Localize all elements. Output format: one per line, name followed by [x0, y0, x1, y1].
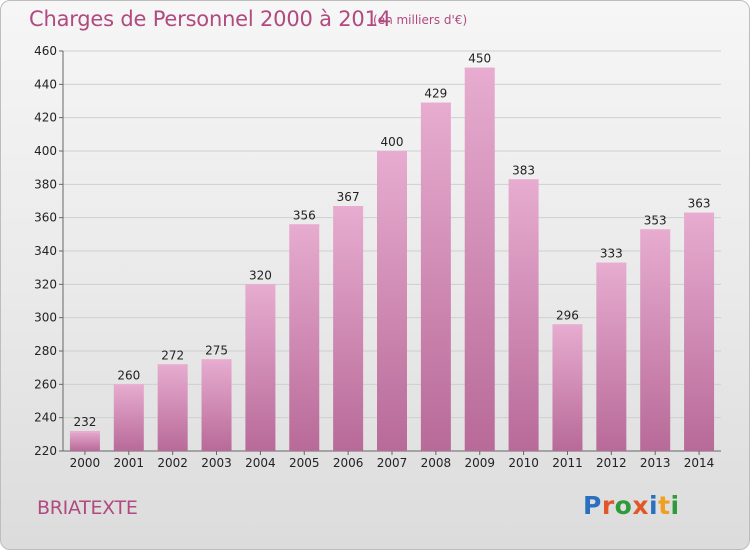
logo-letter: i: [670, 491, 680, 520]
bar-top-highlight: [640, 229, 671, 232]
data-label: 320: [249, 268, 272, 282]
x-tick-label: 2008: [421, 456, 452, 470]
bar-top-highlight: [684, 212, 715, 215]
x-tick-label: 2011: [552, 456, 583, 470]
y-tick-label: 340: [34, 244, 57, 258]
bar: [245, 284, 276, 451]
data-label: 232: [73, 415, 96, 429]
data-label: 353: [644, 213, 667, 227]
bar-top-highlight: [245, 284, 276, 287]
bar: [157, 364, 188, 451]
y-tick-label: 460: [34, 44, 57, 58]
data-label: 275: [205, 343, 228, 357]
bar: [464, 67, 495, 452]
bar-top-highlight: [113, 384, 144, 387]
data-label: 363: [688, 197, 711, 211]
x-tick-label: 2005: [289, 456, 320, 470]
commune-name: BRIATEXTE: [37, 497, 138, 519]
bar-top-highlight: [289, 224, 320, 227]
bar-top-highlight: [377, 151, 407, 153]
logo-letter: r: [601, 491, 615, 520]
bar: [640, 229, 671, 451]
y-tick-label: 260: [34, 377, 57, 391]
x-tick-label: 2012: [596, 456, 627, 470]
bar-top-highlight: [508, 179, 539, 182]
data-label: 429: [424, 87, 447, 101]
data-label: 383: [512, 163, 535, 177]
y-tick-label: 360: [34, 211, 57, 225]
y-tick-label: 220: [34, 444, 57, 458]
bar: [113, 384, 144, 451]
bar-top-highlight: [333, 206, 364, 208]
bar-top-highlight: [464, 67, 495, 70]
bar: [596, 262, 627, 451]
x-tick-label: 2010: [508, 456, 539, 470]
y-tick-label: 300: [34, 311, 57, 325]
y-tick-label: 240: [34, 411, 57, 425]
chart-title: Charges de Personnel 2000 à 2014: [29, 7, 391, 31]
data-label: 260: [117, 368, 140, 382]
y-tick-label: 420: [34, 111, 57, 125]
bar-top-highlight: [69, 431, 100, 433]
x-tick-label: 2004: [245, 456, 276, 470]
bar: [508, 179, 539, 452]
data-label: 450: [468, 52, 491, 66]
x-tick-label: 2001: [114, 456, 145, 470]
proxiti-logo[interactable]: Proxiti: [583, 491, 680, 520]
data-label: 400: [381, 135, 404, 149]
y-tick-label: 320: [34, 277, 57, 291]
bar-top-highlight: [596, 262, 627, 265]
y-tick-label: 440: [34, 77, 57, 91]
bar: [201, 359, 232, 451]
data-label: 367: [337, 190, 360, 204]
data-label: 272: [161, 348, 184, 362]
bar-top-highlight: [420, 102, 451, 105]
bar: [333, 206, 364, 451]
logo-letter: i: [649, 491, 659, 520]
bar-top-highlight: [201, 359, 232, 362]
x-tick-label: 2014: [684, 456, 715, 470]
logo-letter: P: [583, 491, 602, 520]
data-label: 333: [600, 247, 623, 261]
x-tick-label: 2003: [201, 456, 232, 470]
logo-letter: x: [632, 491, 649, 520]
x-tick-label: 2000: [70, 456, 101, 470]
y-tick-label: 380: [34, 177, 57, 191]
bar: [289, 224, 320, 451]
bar-top-highlight: [552, 324, 583, 327]
bar: [377, 151, 407, 451]
x-tick-label: 2009: [464, 456, 495, 470]
x-tick-label: 2006: [333, 456, 364, 470]
data-label: 296: [556, 308, 579, 322]
logo-letter: t: [658, 491, 671, 520]
y-tick-label: 280: [34, 344, 57, 358]
bar: [684, 212, 715, 451]
x-tick-label: 2013: [640, 456, 671, 470]
logo-letter: o: [614, 491, 633, 520]
bar: [69, 431, 100, 451]
x-tick-label: 2007: [377, 456, 408, 470]
chart-subtitle: (en milliers d'€): [373, 13, 468, 27]
x-tick-label: 2002: [157, 456, 188, 470]
bar: [552, 324, 583, 451]
bar-top-highlight: [157, 364, 188, 367]
data-label: 356: [293, 208, 316, 222]
bar: [420, 102, 451, 452]
y-tick-label: 400: [34, 144, 57, 158]
